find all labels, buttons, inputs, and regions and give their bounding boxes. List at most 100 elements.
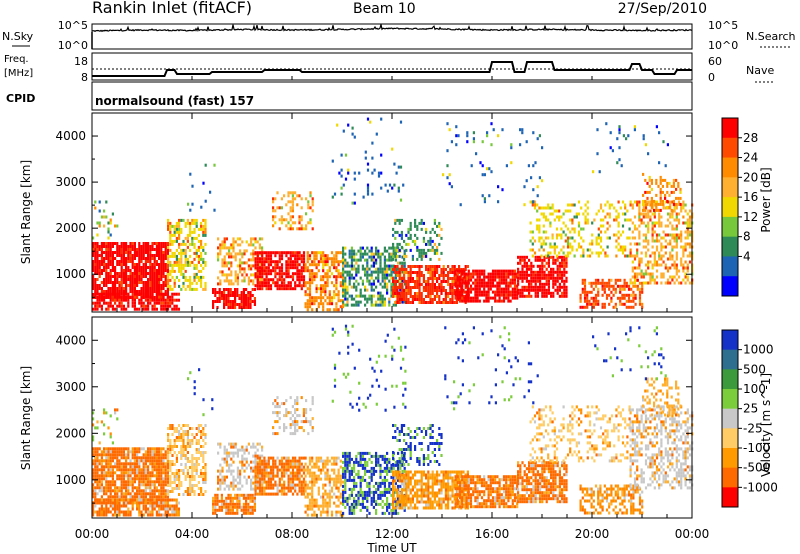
power-cell — [569, 209, 572, 213]
velocity-cell — [158, 474, 161, 478]
power-cell — [166, 263, 169, 266]
power-cell — [247, 279, 250, 283]
power-cell — [449, 289, 452, 292]
power-cell — [489, 296, 492, 300]
power-cell — [547, 270, 550, 274]
power-cell — [621, 212, 625, 216]
power-cell — [272, 269, 275, 273]
velocity-cell — [100, 510, 103, 514]
power-cell — [400, 265, 403, 268]
power-cell — [107, 221, 110, 225]
power-cell — [636, 242, 639, 246]
power-cell — [114, 266, 117, 269]
power-cell — [581, 305, 584, 309]
velocity-cell — [105, 450, 108, 454]
velocity-cell — [107, 501, 110, 505]
power-cell — [403, 277, 406, 280]
velocity-cell — [105, 462, 108, 466]
power-cell — [283, 251, 286, 255]
power-cell — [507, 293, 510, 297]
velocity-cell — [122, 450, 125, 454]
nave-label: Nave — [746, 64, 774, 77]
power-cell — [340, 192, 343, 196]
power-cell — [472, 131, 475, 135]
power-cell — [109, 221, 112, 225]
power-cell — [191, 184, 194, 188]
power-cell — [230, 246, 233, 250]
power-cell — [467, 296, 470, 300]
power-cell — [127, 260, 130, 263]
power-cell — [149, 260, 152, 263]
power-cell — [396, 242, 399, 246]
power-cell — [151, 304, 154, 308]
power-cell — [491, 281, 495, 285]
power-cell — [182, 242, 185, 246]
velocity-cell — [162, 447, 165, 451]
power-cell — [623, 287, 626, 291]
power-cell — [308, 275, 312, 279]
power-cell — [422, 280, 425, 283]
power-cell — [127, 254, 130, 257]
power-cell — [308, 254, 312, 258]
power-cell — [372, 261, 375, 265]
power-cell — [427, 295, 430, 298]
velocity-cell — [142, 447, 145, 451]
power-cell — [285, 269, 288, 273]
power-cell — [330, 299, 334, 303]
velocity-cell — [100, 498, 103, 502]
power-cell — [633, 125, 636, 129]
power-cell — [348, 294, 351, 298]
power-cell — [620, 164, 623, 168]
power-cell — [136, 269, 139, 272]
power-cell — [638, 281, 642, 285]
power-cell — [276, 206, 279, 210]
power-cell — [214, 291, 217, 294]
power-cell — [416, 236, 419, 240]
power-cell — [564, 209, 567, 213]
power-cell — [534, 161, 537, 165]
power-cell — [586, 302, 589, 306]
power-cell — [122, 245, 125, 248]
velocity-cell — [125, 495, 128, 499]
velocity-cell — [147, 480, 150, 484]
power-cell — [202, 248, 205, 252]
power-cell — [409, 289, 412, 292]
power-cell — [242, 288, 245, 291]
velocity-cell — [105, 453, 108, 457]
velocity-cell — [114, 453, 117, 457]
power-cell — [436, 271, 439, 274]
power-cell — [131, 245, 134, 248]
velocity-cell — [151, 474, 154, 478]
power-cell — [641, 284, 644, 288]
power-cell — [138, 290, 141, 293]
power-cell — [440, 283, 443, 286]
power-cell — [202, 275, 205, 279]
power-cell — [140, 245, 143, 248]
power-cell — [433, 298, 436, 301]
power-cell — [476, 287, 479, 291]
power-cell — [462, 280, 465, 283]
power-cell — [653, 260, 656, 264]
power-cell — [496, 272, 499, 276]
power-cell — [575, 215, 578, 219]
power-cell — [153, 281, 156, 284]
velocity-cell — [100, 513, 103, 517]
power-cell — [317, 260, 320, 264]
power-cell — [291, 206, 294, 210]
power-cell — [429, 271, 432, 274]
velocity-cell — [122, 510, 125, 514]
velocity-cell — [92, 507, 95, 511]
power-cell — [627, 296, 631, 300]
power-cell — [155, 254, 158, 257]
power-cell — [597, 251, 600, 255]
power-cell — [582, 227, 585, 231]
power-cell — [577, 200, 581, 204]
power-cell — [109, 287, 112, 290]
velocity-cell — [162, 465, 165, 469]
power-cell — [184, 224, 187, 228]
velocity-cell — [127, 462, 130, 466]
power-cell — [175, 257, 178, 261]
power-cell — [160, 260, 163, 263]
power-cell — [225, 300, 228, 303]
velocity-cell — [114, 510, 117, 514]
